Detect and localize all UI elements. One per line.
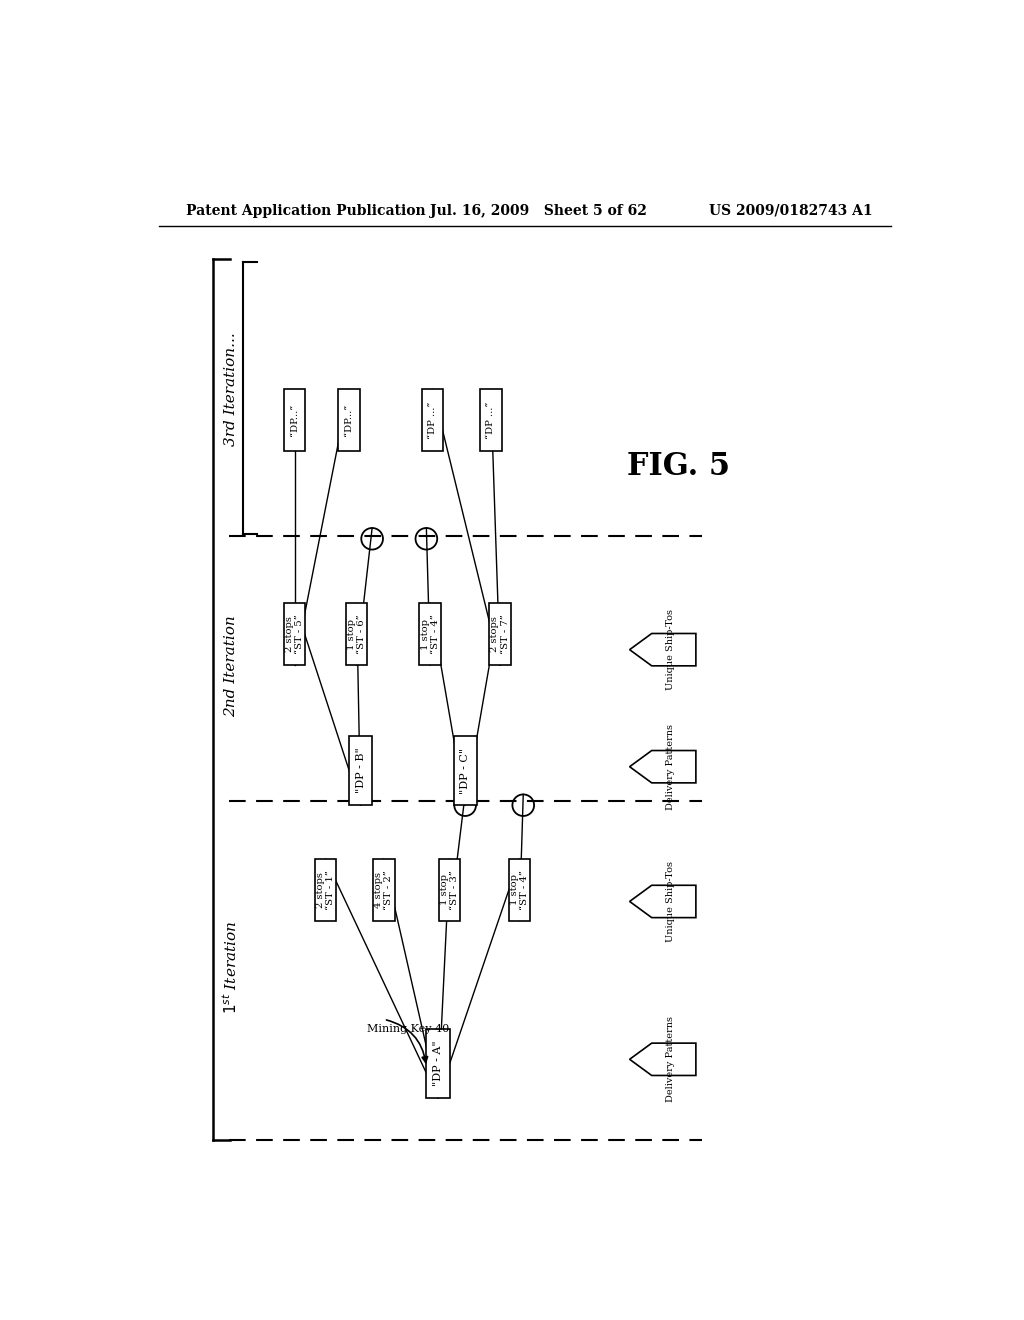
Polygon shape	[630, 634, 696, 665]
Text: 2 stops
“ST - 1”: 2 stops “ST - 1”	[316, 870, 335, 909]
Text: Unique Ship-Tos: Unique Ship-Tos	[666, 861, 675, 942]
Polygon shape	[630, 886, 696, 917]
Text: “DP...”: “DP...”	[290, 404, 299, 437]
FancyBboxPatch shape	[338, 389, 359, 451]
Text: 1 stop
“ST - 6”: 1 stop “ST - 6”	[347, 614, 367, 655]
Text: 1 stop
“ST - 4”: 1 stop “ST - 4”	[421, 614, 440, 655]
FancyBboxPatch shape	[480, 389, 502, 451]
Polygon shape	[630, 1043, 696, 1076]
Text: FIG. 5: FIG. 5	[627, 451, 730, 482]
Text: "DP - B": "DP - B"	[355, 747, 366, 793]
FancyBboxPatch shape	[509, 859, 530, 921]
FancyBboxPatch shape	[426, 1028, 450, 1098]
FancyBboxPatch shape	[349, 737, 372, 805]
FancyBboxPatch shape	[438, 859, 461, 921]
Text: “DP ...”: “DP ...”	[428, 401, 437, 438]
Text: “DP...”: “DP...”	[344, 404, 353, 437]
Text: 2nd Iteration: 2nd Iteration	[224, 615, 238, 718]
Polygon shape	[630, 751, 696, 783]
Text: Jul. 16, 2009   Sheet 5 of 62: Jul. 16, 2009 Sheet 5 of 62	[430, 203, 647, 218]
Text: Delivery Patterns: Delivery Patterns	[666, 723, 675, 809]
FancyBboxPatch shape	[284, 603, 305, 665]
Text: Patent Application Publication: Patent Application Publication	[186, 203, 426, 218]
FancyBboxPatch shape	[489, 603, 511, 665]
Text: 2 stops
“ST - 5”: 2 stops “ST - 5”	[285, 614, 304, 655]
FancyBboxPatch shape	[422, 389, 443, 451]
Text: 3rd Iteration...: 3rd Iteration...	[224, 333, 238, 446]
Text: Unique Ship-Tos: Unique Ship-Tos	[666, 609, 675, 690]
FancyBboxPatch shape	[420, 603, 441, 665]
Text: “DP ...”: “DP ...”	[486, 401, 496, 438]
Text: 1 stop
“ST - 4”: 1 stop “ST - 4”	[510, 870, 529, 909]
Text: "DP - C": "DP - C"	[460, 747, 470, 793]
FancyBboxPatch shape	[284, 389, 305, 451]
Text: US 2009/0182743 A1: US 2009/0182743 A1	[710, 203, 872, 218]
FancyBboxPatch shape	[373, 859, 394, 921]
Text: Delivery Patterns: Delivery Patterns	[666, 1016, 675, 1102]
Text: 2 stops
“ST - 7”: 2 stops “ST - 7”	[490, 614, 510, 655]
Text: 1 stop
“ST - 3”: 1 stop “ST - 3”	[440, 870, 460, 909]
Text: $1^{st}$ Iteration: $1^{st}$ Iteration	[222, 920, 241, 1014]
Text: "DP - A": "DP - A"	[433, 1040, 443, 1086]
FancyBboxPatch shape	[346, 603, 368, 665]
FancyBboxPatch shape	[314, 859, 337, 921]
Text: 4 stops
“ST - 2”: 4 stops “ST - 2”	[374, 870, 393, 909]
FancyBboxPatch shape	[454, 737, 477, 805]
Text: Mining Key 40: Mining Key 40	[367, 1023, 449, 1034]
